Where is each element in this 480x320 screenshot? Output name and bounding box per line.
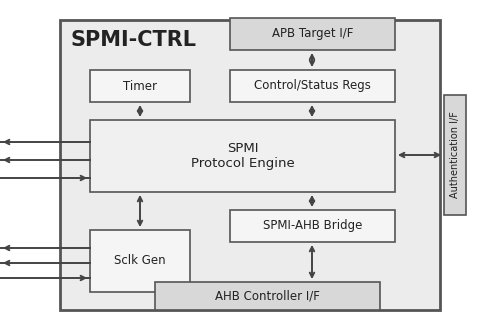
Bar bbox=[230, 70, 395, 102]
Text: Timer: Timer bbox=[123, 79, 157, 92]
Text: APB Target I/F: APB Target I/F bbox=[272, 28, 353, 41]
Bar bbox=[155, 282, 380, 310]
Bar bbox=[230, 210, 395, 242]
Text: Authentication I/F: Authentication I/F bbox=[450, 112, 460, 198]
Bar bbox=[90, 230, 190, 292]
Bar bbox=[90, 70, 190, 102]
Bar bbox=[444, 95, 466, 215]
Text: Sclk Gen: Sclk Gen bbox=[114, 254, 166, 268]
Text: SPMI-CTRL: SPMI-CTRL bbox=[70, 30, 196, 50]
Bar bbox=[90, 120, 395, 192]
Text: SPMI
Protocol Engine: SPMI Protocol Engine bbox=[191, 142, 294, 170]
Text: SPMI-AHB Bridge: SPMI-AHB Bridge bbox=[263, 220, 362, 233]
Text: AHB Controller I/F: AHB Controller I/F bbox=[215, 290, 320, 302]
Bar bbox=[230, 18, 395, 50]
Bar bbox=[60, 20, 440, 310]
Text: Control/Status Regs: Control/Status Regs bbox=[254, 79, 371, 92]
